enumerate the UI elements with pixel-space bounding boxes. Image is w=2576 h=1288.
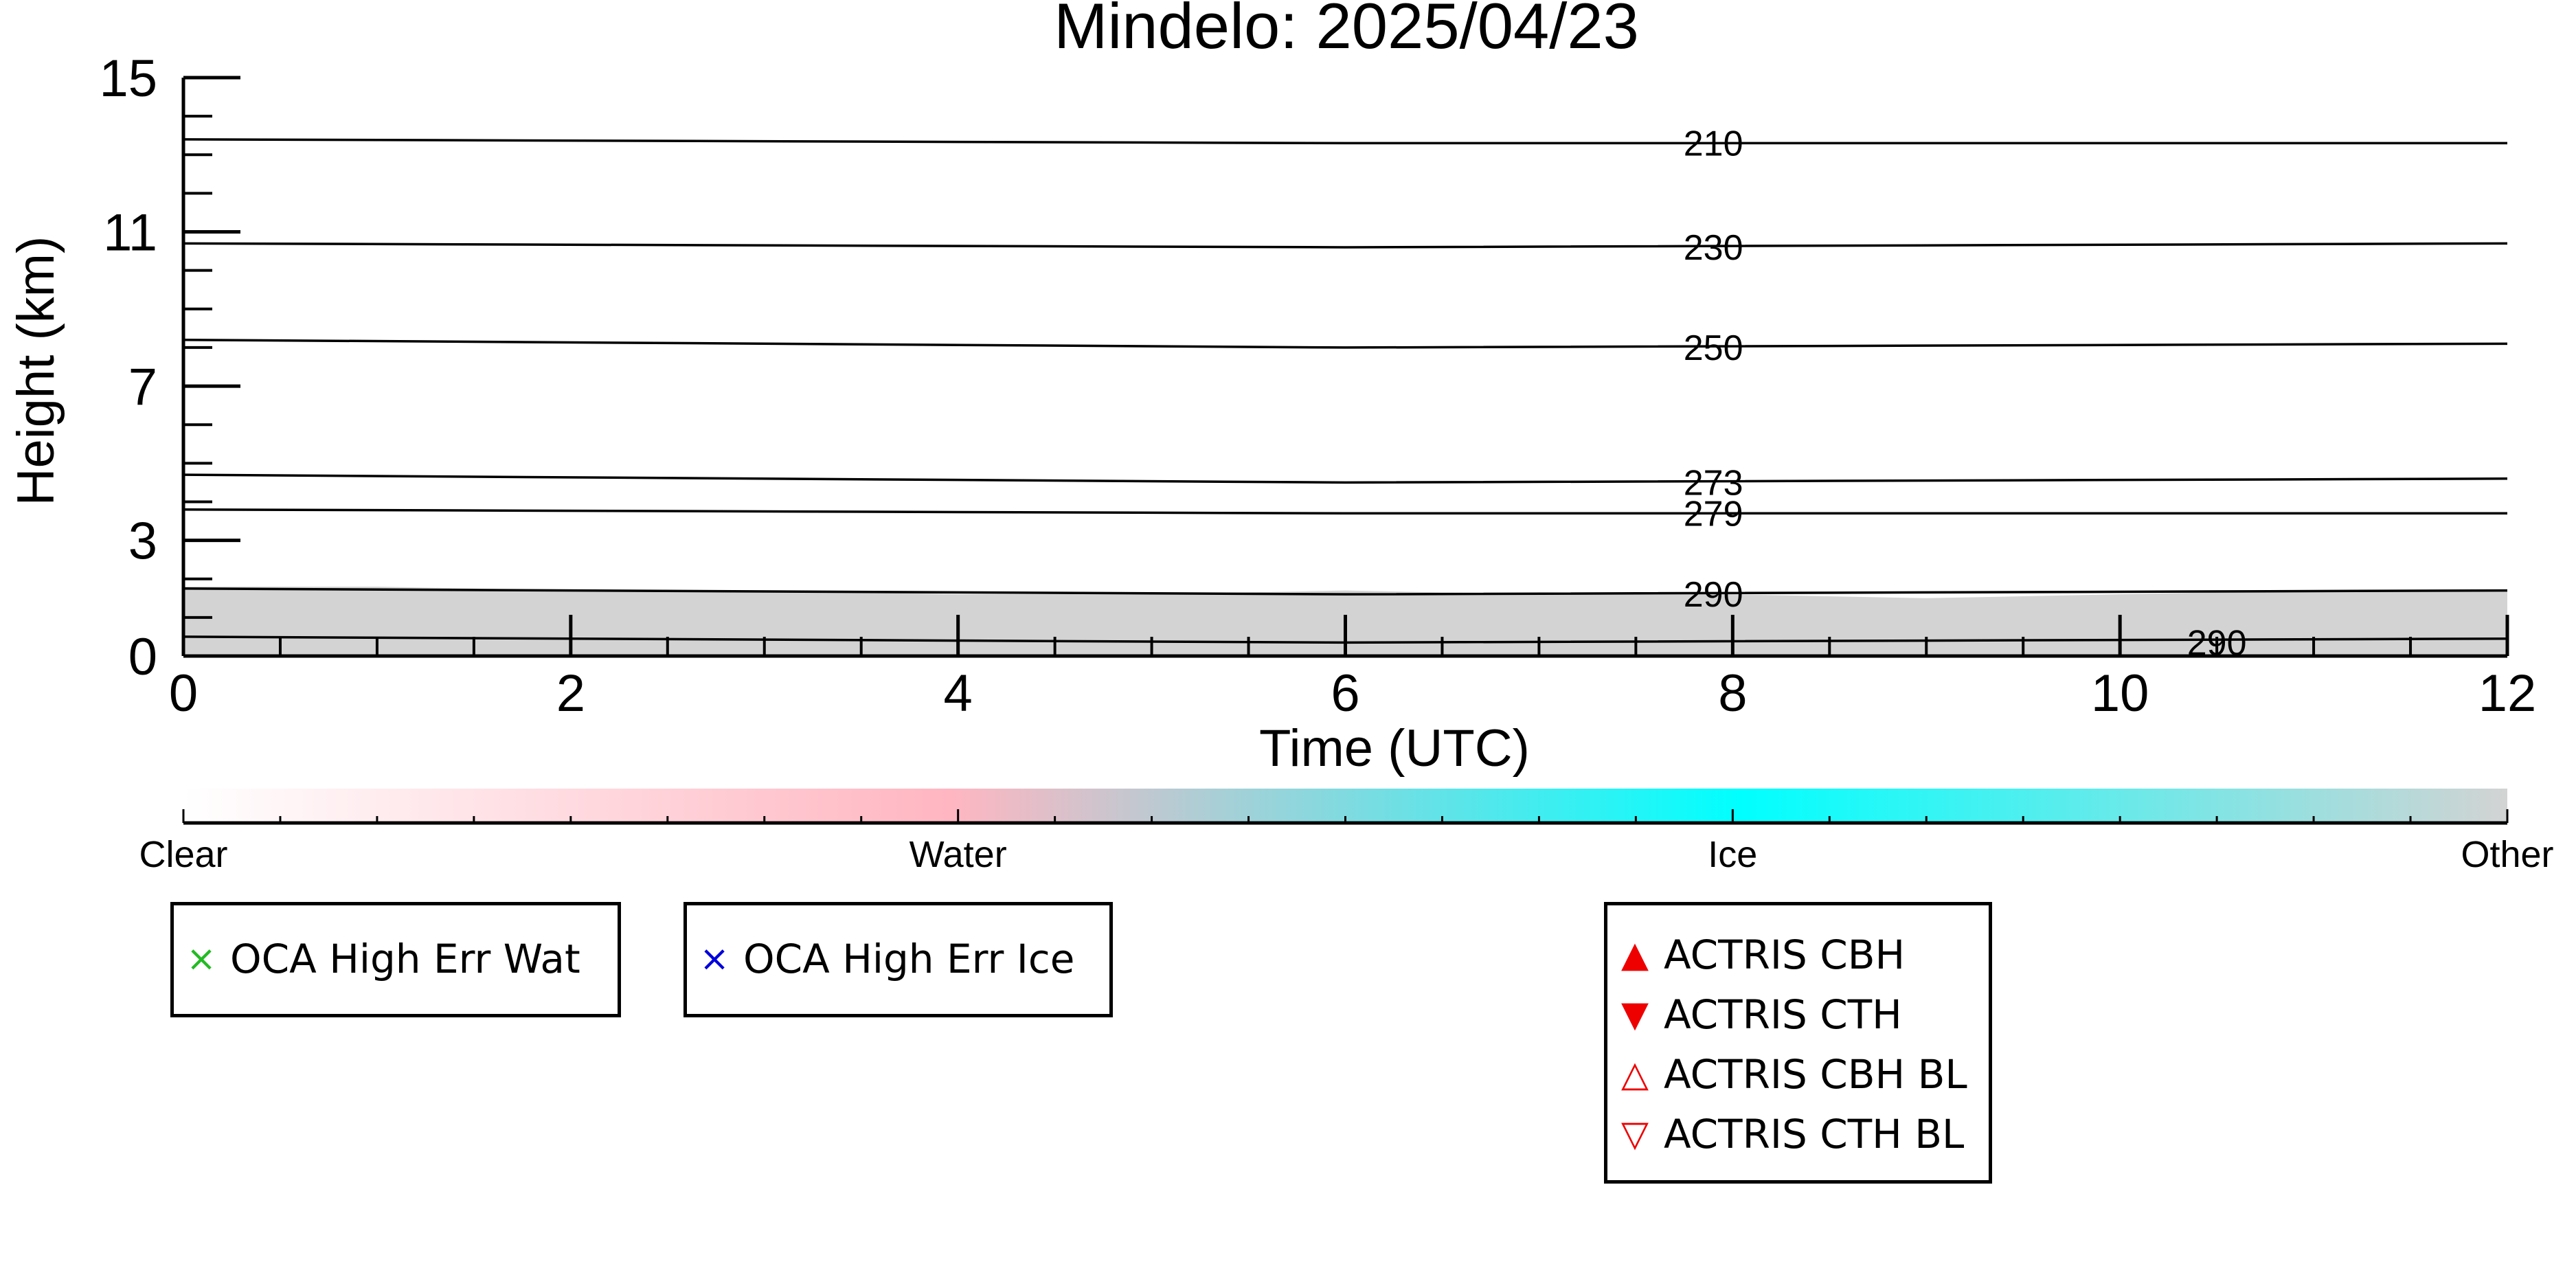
legend-entry: ▲ ACTRIS CBH [1616, 931, 1905, 978]
legend-entry: ▼ ACTRIS CTH [1616, 991, 1902, 1038]
legend-box: ▲ ACTRIS CBH ▼ ACTRIS CTH △ ACTRIS CBH BL ▽ ACT… [1604, 902, 1992, 1184]
legend-marker-icon: ▽ [1621, 1114, 1649, 1155]
legend-marker-icon: × [186, 938, 216, 980]
temperature-contour [183, 508, 2507, 515]
colorbar-label: Other [2461, 834, 2553, 875]
legend-entry: ▽ ACTRIS CTH BL [1616, 1111, 1964, 1157]
x-tick-label: 12 [2478, 664, 2537, 723]
x-tick-label: 6 [1331, 664, 1359, 723]
temperature-contour [183, 138, 2507, 145]
y-tick-label: 3 [128, 512, 157, 571]
y-tick-label: 7 [128, 358, 157, 416]
x-tick-label: 0 [169, 664, 198, 723]
x-tick-label: 2 [556, 664, 585, 723]
y-tick-label: 11 [103, 204, 157, 262]
legend-marker-icon: × [699, 938, 730, 980]
colorbar-label: Clear [139, 834, 227, 875]
legend-label: ACTRIS CBH [1664, 931, 1906, 978]
legend-entry: × OCA High Err Ice [695, 936, 1074, 982]
legend-entry: × OCA High Err Wat [182, 936, 580, 982]
contour-label: 290 [1684, 575, 1743, 615]
legend-marker-icon: ▼ [1621, 994, 1649, 1035]
legend-label: ACTRIS CBH BL [1664, 1051, 1967, 1098]
y-tick-label: 0 [128, 628, 157, 686]
legend-label: ACTRIS CTH BL [1664, 1111, 1965, 1157]
y-tick-label: 15 [99, 49, 157, 108]
legend-label: OCA High Err Wat [230, 936, 580, 982]
temperature-contour [183, 587, 2508, 596]
x-tick-label: 4 [944, 664, 973, 723]
legend-label: OCA High Err Ice [743, 936, 1075, 982]
x-tick-label: 10 [2091, 664, 2149, 723]
legend-marker-icon: ▲ [1621, 934, 1649, 975]
colorbar: Clear Water Ice Other [139, 789, 2554, 875]
axes: 0 3 7 11 15 0 2 4 6 8 10 12 [99, 49, 2536, 723]
temperature-contour [183, 473, 2508, 484]
temperature-contour [183, 338, 2508, 349]
legend-box: × OCA High Err Wat [170, 902, 621, 1017]
x-tick-label: 8 [1718, 664, 1747, 723]
contour-label: 273 [1684, 463, 1743, 503]
legend-label: ACTRIS CTH [1664, 991, 1902, 1038]
contour-label: 230 [1684, 228, 1743, 268]
y-axis-label: Height (km) [7, 236, 65, 506]
legend-marker-icon: △ [1621, 1054, 1649, 1095]
legend-entry: △ ACTRIS CBH BL [1616, 1051, 1967, 1098]
contour-label: 250 [1684, 328, 1743, 368]
chart-title: Mindelo: 2025/04/23 [1054, 0, 1639, 62]
colorbar-label: Ice [1708, 834, 1757, 875]
colorbar-label: Water [909, 834, 1007, 875]
contour-label: 210 [1684, 124, 1743, 163]
x-axis-label: Time (UTC) [1259, 719, 1530, 778]
legend-box: × OCA High Err Ice [683, 902, 1113, 1017]
contour-label: 279 [1684, 494, 1743, 534]
temperature-contour [183, 242, 2508, 249]
